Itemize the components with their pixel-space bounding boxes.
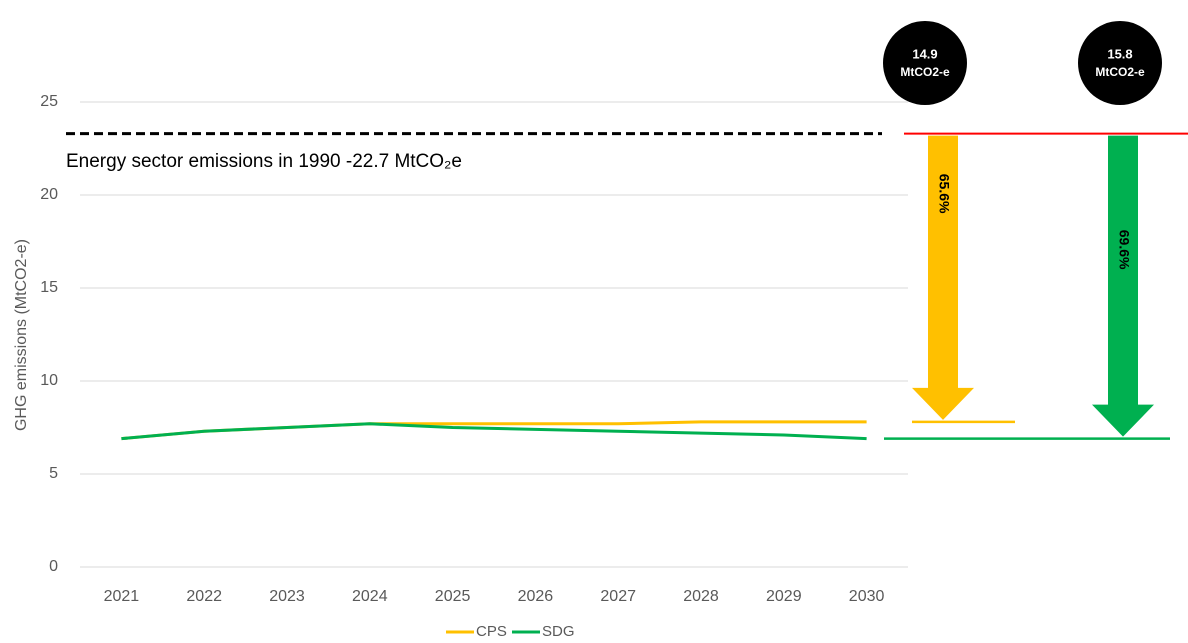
reduction-bubble (883, 21, 967, 105)
bubble-unit: MtCO2-e (900, 65, 950, 79)
x-tick-label: 2021 (104, 588, 140, 605)
x-tick-label: 2028 (683, 588, 719, 605)
y-tick-label: 20 (40, 186, 58, 203)
x-tick-label: 2029 (766, 588, 802, 605)
y-tick-label: 0 (49, 558, 58, 575)
legend-label: CPS (476, 623, 507, 640)
x-tick-label: 2024 (352, 588, 388, 605)
percent-label: 69.6% (1116, 230, 1132, 270)
y-axis-label: GHG emissions (MtCO2-e) (13, 239, 30, 431)
x-tick-label: 2026 (518, 588, 554, 605)
x-tick-label: 2025 (435, 588, 471, 605)
reduction-arrow (1092, 135, 1154, 437)
x-tick-label: 2022 (186, 588, 222, 605)
bubble-unit: MtCO2-e (1095, 65, 1145, 79)
bubble-value: 15.8 (1107, 46, 1132, 61)
y-tick-label: 5 (49, 465, 58, 482)
percent-label: 65.6% (936, 174, 952, 214)
reduction-bubble (1078, 21, 1162, 105)
x-tick-label: 2030 (849, 588, 885, 605)
series-line (121, 422, 867, 441)
reference-text: Energy sector emissions in 1990 -22.7 Mt… (66, 151, 462, 172)
x-tick-label: 2027 (600, 588, 636, 605)
y-tick-label: 15 (40, 279, 58, 296)
legend-label: SDG (542, 623, 575, 640)
bubble-value: 14.9 (912, 46, 937, 61)
y-tick-label: 25 (40, 93, 58, 110)
reduction-arrow (912, 135, 974, 420)
y-tick-label: 10 (40, 372, 58, 389)
x-tick-label: 2023 (269, 588, 305, 605)
